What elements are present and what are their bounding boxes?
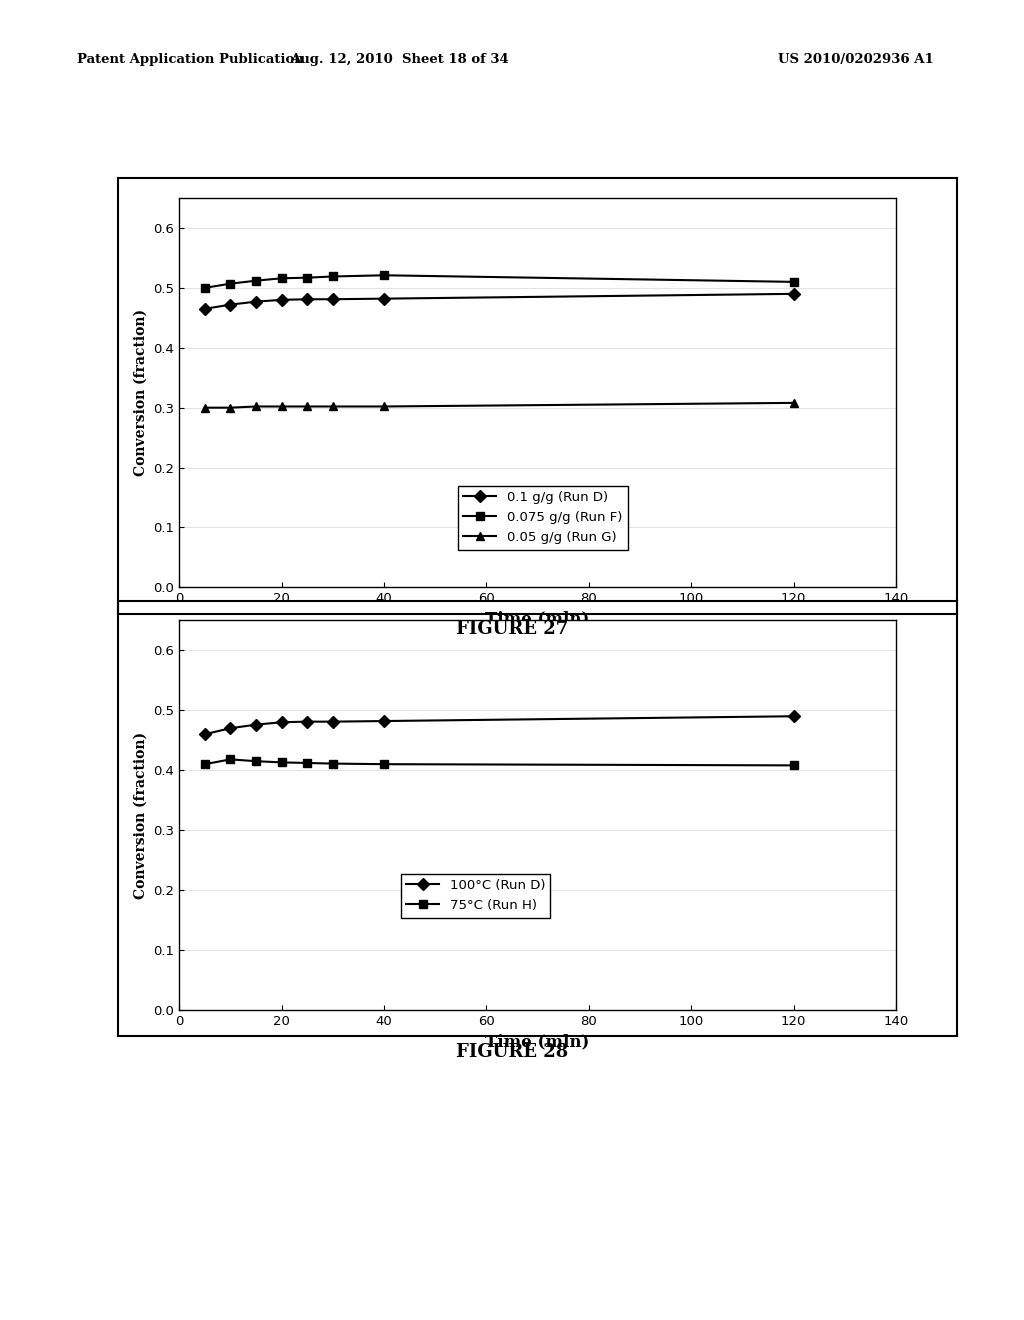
Text: Aug. 12, 2010  Sheet 18 of 34: Aug. 12, 2010 Sheet 18 of 34 [290,53,509,66]
Text: FIGURE 28: FIGURE 28 [456,1043,568,1061]
X-axis label: Time (mln): Time (mln) [485,611,590,628]
0.075 g/g (Run F) [301,269,313,285]
100°C (Run D) [301,714,313,730]
0.05 g/g (Run G) [199,400,211,416]
0.075 g/g (Run F) [787,275,800,290]
0.075 g/g (Run F) [378,268,390,284]
Legend: 0.1 g/g (Run D), 0.075 g/g (Run F), 0.05 g/g (Run G): 0.1 g/g (Run D), 0.075 g/g (Run F), 0.05… [458,486,628,549]
100°C (Run D) [250,717,262,733]
Text: FIGURE 27: FIGURE 27 [456,620,568,639]
0.1 g/g (Run D) [199,301,211,317]
Line: 0.1 g/g (Run D): 0.1 g/g (Run D) [201,289,798,313]
100°C (Run D) [224,721,237,737]
75°C (Run H) [199,756,211,772]
100°C (Run D) [199,726,211,742]
0.1 g/g (Run D) [787,286,800,302]
0.1 g/g (Run D) [378,290,390,306]
0.1 g/g (Run D) [224,297,237,313]
0.05 g/g (Run G) [327,399,339,414]
0.05 g/g (Run G) [378,399,390,414]
Y-axis label: Conversion (fraction): Conversion (fraction) [134,309,147,477]
0.1 g/g (Run D) [327,292,339,308]
75°C (Run H) [787,758,800,774]
Y-axis label: Conversion (fraction): Conversion (fraction) [134,731,147,899]
0.075 g/g (Run F) [327,268,339,284]
Line: 100°C (Run D): 100°C (Run D) [201,711,798,738]
0.1 g/g (Run D) [275,292,288,308]
Text: Patent Application Publication: Patent Application Publication [77,53,303,66]
Line: 0.075 g/g (Run F): 0.075 g/g (Run F) [201,271,798,292]
0.1 g/g (Run D) [250,294,262,310]
0.075 g/g (Run F) [275,271,288,286]
75°C (Run H) [378,756,390,772]
Line: 0.05 g/g (Run G): 0.05 g/g (Run G) [201,399,798,412]
0.05 g/g (Run G) [301,399,313,414]
0.075 g/g (Run F) [250,273,262,289]
75°C (Run H) [301,755,313,771]
0.075 g/g (Run F) [224,276,237,292]
100°C (Run D) [327,714,339,730]
100°C (Run D) [275,714,288,730]
100°C (Run D) [787,709,800,725]
100°C (Run D) [378,713,390,729]
0.05 g/g (Run G) [275,399,288,414]
X-axis label: Time (mln): Time (mln) [485,1034,590,1051]
0.075 g/g (Run F) [199,280,211,296]
0.05 g/g (Run G) [787,395,800,411]
75°C (Run H) [250,754,262,770]
0.1 g/g (Run D) [301,292,313,308]
75°C (Run H) [275,755,288,771]
Legend: 100°C (Run D), 75°C (Run H): 100°C (Run D), 75°C (Run H) [400,874,551,917]
Line: 75°C (Run H): 75°C (Run H) [201,755,798,770]
0.05 g/g (Run G) [250,399,262,414]
Text: US 2010/0202936 A1: US 2010/0202936 A1 [778,53,934,66]
75°C (Run H) [327,755,339,771]
0.05 g/g (Run G) [224,400,237,416]
75°C (Run H) [224,751,237,767]
